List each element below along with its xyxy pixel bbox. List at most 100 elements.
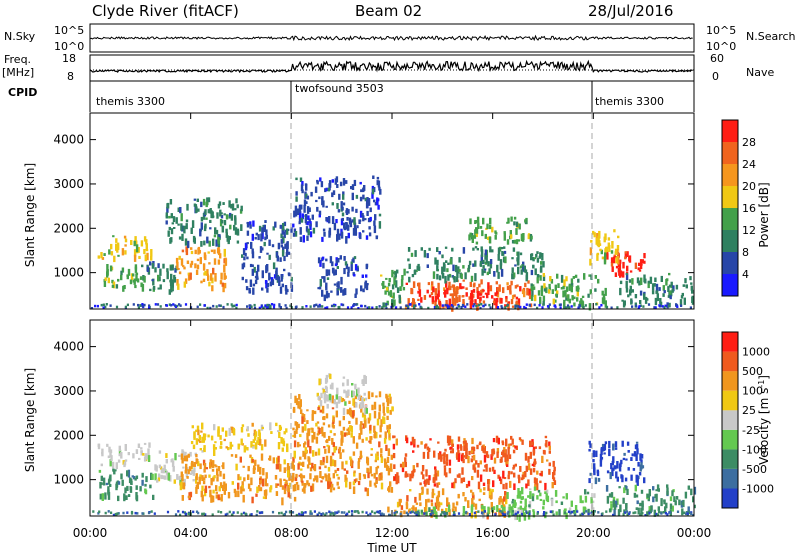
power-marks (90, 175, 695, 312)
nsky-tick-bottom: 10^0 (54, 40, 85, 53)
colorbar-swatch (722, 449, 738, 469)
velocity-region-8 (392, 435, 557, 491)
power-region-14 (589, 229, 620, 266)
power-region-15 (619, 272, 695, 309)
xtick-label: 16:00 (475, 526, 510, 540)
freq-tick-bottom: 8 (67, 70, 74, 83)
power-region-8 (380, 268, 406, 308)
power-region-0 (97, 235, 153, 263)
velocity-colorbar-label: Velocity [m s-1] (757, 375, 772, 465)
power-colorbar: 4 8 12 16 20 24 28 (721, 119, 756, 297)
xlabel: Time UT (366, 541, 417, 554)
freq-label: Freq. (4, 53, 32, 66)
colorbar-swatch (722, 274, 738, 296)
ytick-label: 4000 (53, 133, 84, 147)
colorbar-tick-label: 4 (742, 268, 749, 281)
freq-tick-top: 18 (62, 52, 76, 65)
colorbar-swatch (722, 252, 738, 274)
cpid-segment-2: twofsound 3503 (295, 82, 384, 95)
nave-tick-top: 60 (710, 52, 724, 65)
power-region-2 (146, 261, 178, 295)
velocity-label-end: ] (757, 375, 771, 380)
nave-tick-bottom: 0 (712, 70, 719, 83)
velocity-region-12 (605, 484, 697, 517)
colorbar-swatch (722, 142, 738, 164)
velocity-region-1 (98, 468, 155, 502)
colorbar-tick-label: 500 (742, 365, 763, 378)
nsearch-tick-top: 10^5 (706, 24, 737, 37)
colorbar-frame (721, 119, 739, 297)
ytick-label: 4000 (53, 340, 84, 354)
freq-unit-label: [MHz] (2, 66, 35, 79)
cpid-segment-3: themis 3300 (595, 95, 665, 108)
date-title: 28/Jul/2016 (588, 2, 674, 20)
colorbar-tick-label: -100 (742, 443, 767, 456)
velocity-near-range-band (92, 510, 695, 517)
station-title: Clyde River (fitACF) (92, 2, 239, 20)
colorbar-swatch (722, 371, 738, 391)
xtick-label: 00:00 (73, 526, 108, 540)
power-region-6 (292, 175, 382, 244)
cpid-label: CPID (8, 86, 38, 99)
velocity-region-6 (316, 373, 368, 415)
xtick-label: 08:00 (274, 526, 309, 540)
colorbar-tick-label: 28 (742, 136, 756, 149)
ytick-label: 1000 (53, 473, 84, 487)
nsky-trace (89, 34, 693, 42)
cpid-segment-1: themis 3300 (96, 95, 166, 108)
freq-panel-frame (89, 54, 695, 82)
velocity-marks (92, 373, 697, 522)
nsky-label: N.Sky (4, 30, 36, 43)
colorbar-tick-label: 100 (742, 385, 763, 398)
velocity-label-sup: -1 (757, 380, 766, 388)
colorbar-tick-label: 12 (742, 224, 756, 237)
velocity-label-main: Velocity [m s (757, 388, 771, 465)
xtick-label: 12:00 (375, 526, 410, 540)
freq-trace (89, 59, 693, 74)
beam-title: Beam 02 (355, 2, 423, 20)
colorbar-swatch (722, 429, 738, 450)
power-colorbar-label: Power [dB] (757, 182, 771, 247)
power-region-11 (406, 246, 546, 284)
velocity-ylabel: Slant Range [km] (23, 368, 37, 472)
colorbar-tick-label: 20 (742, 180, 756, 193)
colorbar-swatch (722, 468, 738, 489)
colorbar-tick-label: 16 (742, 202, 756, 215)
velocity-colorbar: 1000 500 100 25 -25 -100 -500 -1000 (721, 331, 774, 509)
colorbar-swatch (722, 390, 738, 411)
power-ylabel: Slant Range [km] (23, 163, 37, 267)
power-region-13 (606, 251, 646, 278)
colorbar-tick-label: -25 (742, 424, 760, 437)
xtick-label: 20:00 (576, 526, 611, 540)
colorbar-swatch (722, 230, 738, 252)
xtick-label: 00:00 (677, 526, 712, 540)
power-region-16 (468, 216, 533, 245)
xtick-label: 04:00 (173, 526, 208, 540)
nave-label: Nave (746, 66, 775, 79)
power-region-7 (317, 255, 369, 302)
colorbar-swatch (722, 120, 738, 142)
nsky-tick-top: 10^5 (54, 24, 85, 37)
noise-traces (89, 34, 694, 74)
colorbar-tick-label: -500 (742, 463, 767, 476)
power-region-4 (165, 197, 243, 249)
axes-ticks: 00:00 04:00 08:00 12:00 16:00 20:00 00:00 1000 1… (53, 113, 711, 540)
colorbar-swatch (722, 351, 738, 372)
ytick-label: 3000 (53, 384, 84, 398)
velocity-region-4 (190, 422, 289, 456)
colorbar-tick-label: -1000 (742, 482, 774, 495)
ytick-label: 2000 (53, 428, 84, 442)
colorbar-swatch (722, 208, 738, 230)
colorbar-tick-label: 8 (742, 246, 749, 259)
nsearch-label: N.Search (746, 30, 796, 43)
velocity-region-11 (588, 440, 646, 486)
power-near-range-band (90, 303, 692, 310)
colorbar-tick-label: 24 (742, 158, 756, 171)
colorbar-tick-label: 1000 (742, 346, 770, 359)
colorbar-swatch (722, 164, 738, 186)
ytick-label: 3000 (53, 177, 84, 191)
power-region-3 (175, 246, 228, 293)
ytick-label: 1000 (53, 266, 84, 280)
colorbar-swatch (722, 186, 738, 208)
